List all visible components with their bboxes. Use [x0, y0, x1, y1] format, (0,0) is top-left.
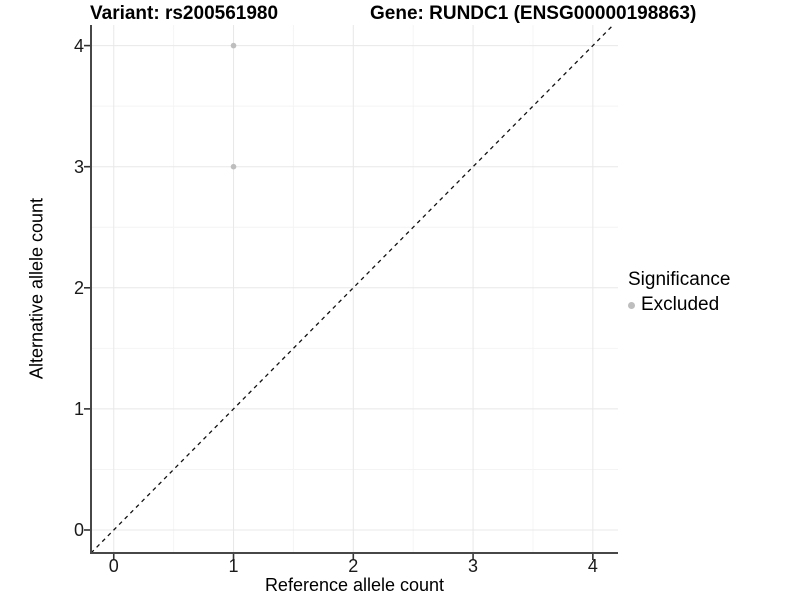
- data-point: [230, 163, 237, 170]
- y-tick-label: 4: [73, 35, 84, 56]
- data-point: [230, 42, 237, 49]
- y-axis-label: Alternative allele count: [26, 197, 47, 380]
- legend-item-excluded: Excluded: [628, 294, 730, 316]
- x-tick-label: 4: [587, 556, 598, 576]
- x-tick-label: 3: [468, 556, 479, 576]
- excluded-point-marker-icon: [628, 301, 635, 309]
- x-axis-label: Reference allele count: [264, 575, 445, 595]
- x-tick-label: 0: [108, 556, 119, 576]
- legend-title: Significance: [628, 269, 731, 290]
- legend: Significance Excluded: [628, 269, 730, 316]
- plot-title-gene: Gene: RUNDC1 (ENSG00000198863): [370, 3, 697, 24]
- plot-title-variant: Variant: rs200561980: [90, 3, 279, 24]
- identity-line: [90, 24, 614, 554]
- y-tick-label: 3: [73, 156, 84, 177]
- legend-item-label: Excluded: [641, 294, 720, 315]
- x-tick-label: 1: [228, 556, 239, 576]
- x-tick-label: 2: [348, 556, 359, 576]
- y-tick-label: 0: [73, 519, 84, 540]
- y-tick-label: 2: [73, 277, 84, 298]
- y-tick-label: 1: [73, 398, 84, 419]
